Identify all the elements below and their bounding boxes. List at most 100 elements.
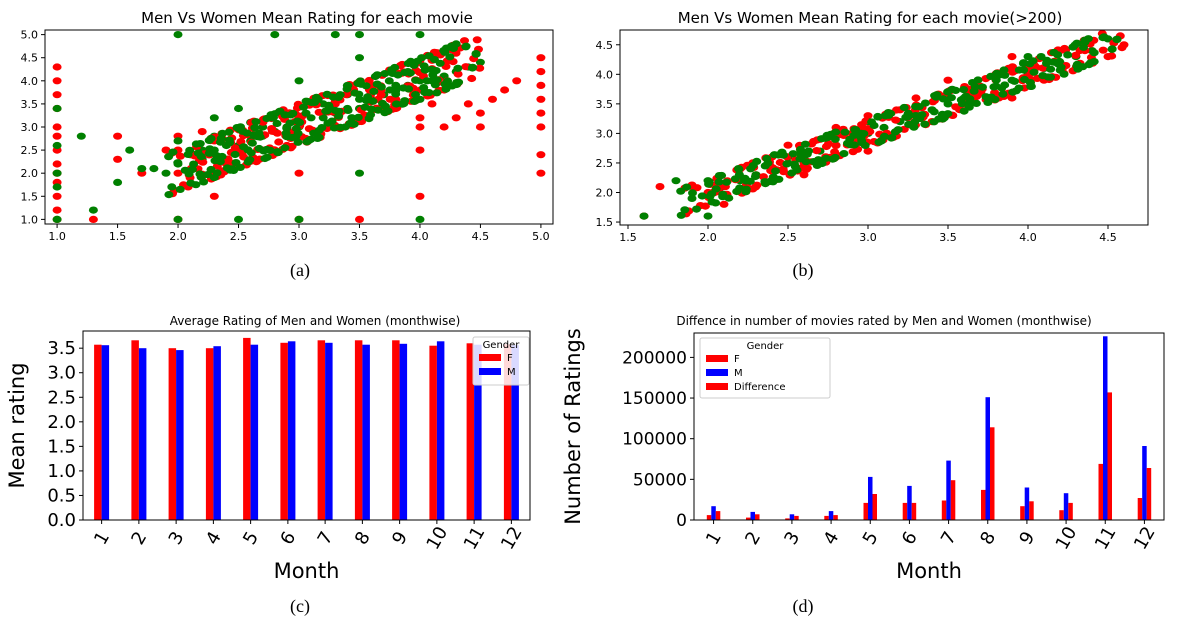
bar [1024,487,1030,520]
bar [863,502,868,520]
legend-box [699,337,831,399]
data-point [1025,60,1035,68]
data-point [403,59,413,68]
data-point [197,128,207,136]
bar [711,506,716,520]
panel-caption: (b) [793,260,814,281]
bar [828,511,834,520]
legend-label: F [507,353,513,364]
bar [511,345,519,520]
bar [706,515,712,520]
data-point [978,83,987,91]
data-point [294,169,304,177]
data-point [366,111,376,119]
bar [946,460,951,520]
data-point [52,183,62,191]
data-point [932,91,942,99]
chart-title: Diffence in number of movies rated by Me… [676,314,1091,328]
data-point [741,188,751,196]
y-tick-label: 2.5 [21,144,39,157]
data-point [52,206,62,214]
y-tick-label: 3.0 [596,127,614,140]
data-point [1117,44,1127,52]
data-point [714,178,724,186]
data-point [204,136,214,144]
x-tick-label: 5 [859,528,883,548]
data-point [52,123,62,131]
data-point [432,89,442,97]
data-point [355,169,364,177]
bar [902,502,908,520]
data-point [475,64,485,72]
y-tick-label: 4.5 [596,39,614,52]
data-point [52,141,62,150]
bar [138,348,147,520]
bar [872,494,877,520]
data-point [360,103,370,111]
data-point [536,54,546,62]
data-point [763,159,773,167]
x-tick-label: 11 [1091,523,1121,553]
y-axis-label: Mean rating [5,362,29,488]
data-point [536,68,546,76]
data-point [390,63,400,72]
x-tick-label: 4.5 [472,230,490,243]
data-point [52,215,62,223]
data-point [1107,45,1117,53]
data-point [536,169,546,177]
data-point [168,148,178,156]
legend-title: Gender [483,340,521,351]
data-point [782,160,792,168]
data-point [322,107,332,115]
data-point [1046,65,1056,73]
data-point [286,111,296,119]
data-point [1089,58,1099,66]
bar [755,514,760,520]
y-tick-label: 3.0 [21,121,39,134]
data-point [692,184,702,192]
data-point [250,124,260,132]
data-point [475,109,485,117]
bar [1137,498,1143,520]
data-point [52,169,62,177]
data-point [688,189,697,197]
bar [868,476,873,520]
data-point [863,147,873,155]
bar [950,480,956,520]
data-point [334,107,344,115]
y-tick-label: 4.0 [596,68,614,81]
data-point [920,120,930,128]
data-point [920,99,930,107]
chart-title: Men Vs Women Mean Rating for each movie [141,9,473,27]
data-point [718,190,728,198]
data-point [890,128,900,136]
data-point [330,30,340,39]
x-tick-label: 8 [976,528,1000,548]
data-point [472,36,482,44]
data-point [768,178,778,186]
data-point [348,120,358,128]
data-point [1059,70,1069,78]
x-tick-label: 1.5 [109,230,127,243]
bar [985,397,990,520]
data-point [1053,60,1063,68]
bar [824,515,829,520]
bar [94,344,102,520]
data-point [445,53,455,61]
data-point [88,206,98,214]
data-point [734,165,744,173]
data-point [195,170,205,178]
data-point [404,85,414,93]
data-point [427,100,437,108]
bar [1068,502,1073,520]
data-point [287,142,297,150]
data-point [234,215,243,223]
data-point [400,68,410,77]
data-point [986,72,996,80]
bar [1146,468,1152,520]
data-point [1010,77,1019,85]
data-point [830,148,840,156]
data-point [1000,81,1010,89]
data-point [191,140,201,148]
